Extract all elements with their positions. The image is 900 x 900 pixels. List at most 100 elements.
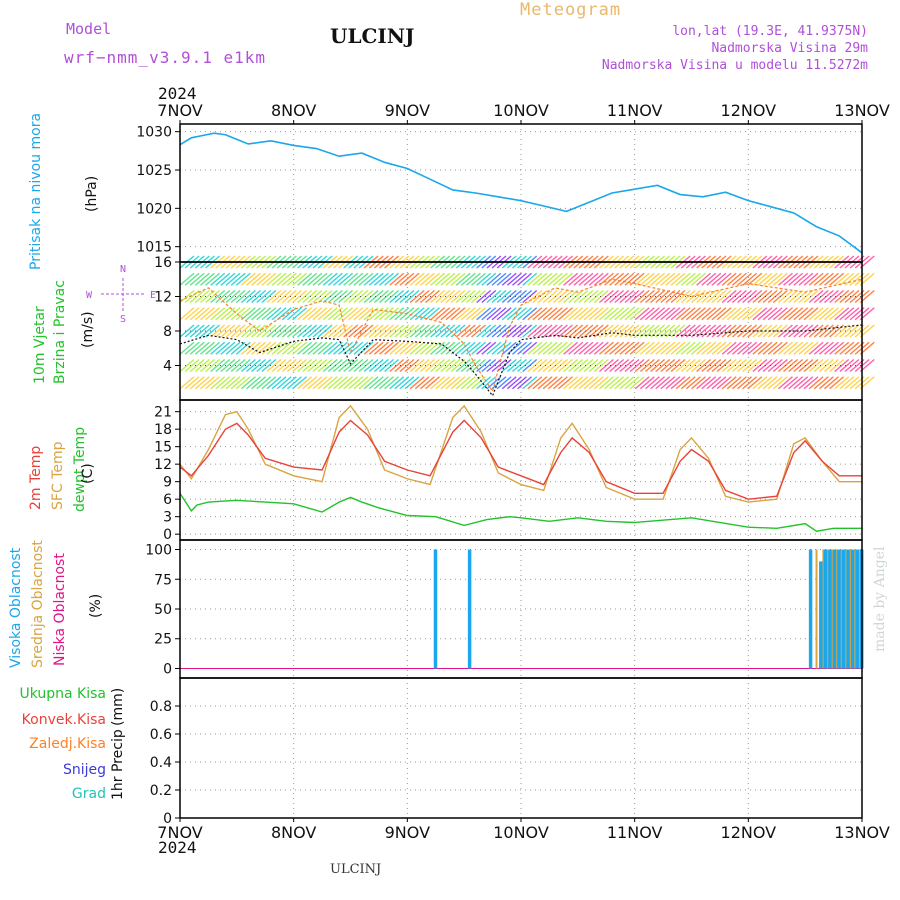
wind-barb [322,341,338,355]
wind-barb [808,324,824,338]
wind-barb [665,358,681,373]
compass-s-label: S [120,314,126,325]
wind-barb [230,289,246,304]
wind-barb [200,324,215,338]
wind-barb [297,289,313,304]
wind-barb [486,289,502,304]
wind-barb [486,307,502,321]
wind-barb [634,341,650,355]
wind-barb [501,341,517,355]
wind-barb [793,376,809,390]
wind-barb [588,341,604,355]
high-cloud-bar [808,549,813,669]
wind-barb [471,358,487,373]
cloud-tick-label: 0 [163,661,172,677]
wind-barb [747,324,763,338]
wind-barb [240,324,256,338]
wind-barb [189,272,205,286]
wind-barb [455,358,471,373]
wind-barb [583,376,599,390]
wind-barb [573,376,589,390]
wind-barb [731,324,747,338]
wind-barb [532,289,548,304]
precip-axis-label: 1hr Precip [110,729,126,800]
wind-barb [783,307,799,321]
wind-barb [624,324,640,338]
wind-barb [629,376,645,390]
wind-barb [527,341,543,355]
wind-barb [491,289,507,304]
wind-barb [517,289,533,304]
wind-barb [435,376,451,390]
wind-barb [808,358,824,373]
wind-barb [322,272,338,286]
precip-tick-label: 0 [163,811,172,827]
wind-barb [445,376,461,390]
wind-barb [307,341,323,355]
wind-barb [358,358,374,373]
wind-barb [409,307,425,321]
wind-barb [389,376,405,390]
wind-barb [409,376,425,390]
wind-barb [465,289,481,304]
wind-barb [194,341,210,355]
wind-barb [824,376,839,390]
x-tick-label-top: 11NOV [607,101,663,120]
wind-barb [747,358,763,373]
wind-barb [225,307,241,321]
wind-barb [731,289,747,304]
wind-barb [481,324,497,338]
wind-barb [721,272,737,286]
wind-barb [399,358,415,373]
wind-barb [251,272,267,286]
x-tick-label-bottom: 7NOV [157,823,202,842]
wind-barb [281,341,297,355]
temp-tick-label: 21 [154,405,172,421]
wind-barb [179,376,195,390]
wind-barb [527,376,543,390]
wind-barb [598,289,614,304]
wind-barb [788,341,804,355]
wind-barb [246,376,261,390]
wind-barb [834,307,850,321]
wind-barb [532,358,548,373]
wind-barb [696,376,712,390]
x-tick-label-top: 7NOV [157,101,202,120]
wind-barb [726,324,742,338]
wind-barb [650,358,666,373]
wind-barb [210,272,226,286]
wind-barb [522,289,538,304]
wind-barb [568,341,584,355]
wind-barb [512,324,527,338]
wind-barb [706,376,722,390]
wind-barb [716,272,732,286]
wind-barb [619,324,635,338]
high-cloud-bar [850,549,855,669]
wind-barb [343,376,359,390]
wind-barb [839,324,855,338]
wind-barb [225,341,241,355]
wind-barb [501,307,517,321]
wind-barb [225,376,241,390]
wind-barb [711,289,727,304]
wind-barb [512,376,527,390]
wind-barb [547,272,563,286]
wind-barb [297,272,313,286]
wind-barb [363,324,379,338]
wind-barb [839,341,855,355]
wind-barb [665,376,681,390]
wind-barb [742,272,758,286]
wind-barb [368,341,384,355]
wind-barb [517,358,533,373]
wind-barb [619,289,635,304]
wind-barb [425,376,440,390]
wind-barb [737,341,752,355]
wind-barb [338,272,354,286]
wind-barb [609,289,625,304]
wind-barb [384,324,400,338]
wind-barb [271,324,287,338]
product-title: Meteogram [520,0,622,20]
wind-barb [675,307,691,321]
wind-barb [583,324,599,338]
wind-barb [829,307,845,321]
